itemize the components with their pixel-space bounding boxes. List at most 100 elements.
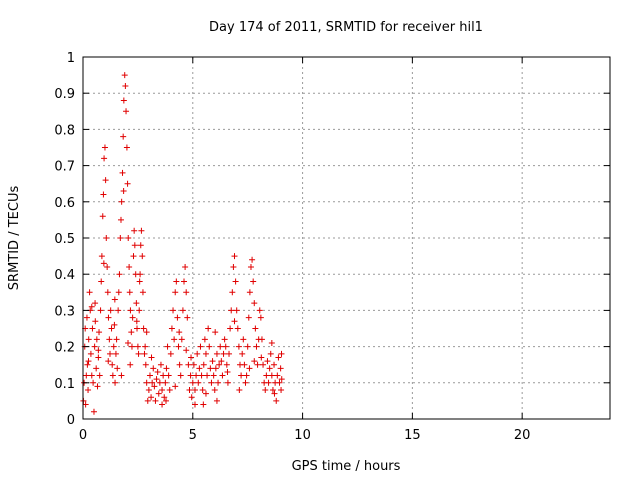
data-point [142, 343, 149, 350]
data-point [120, 97, 127, 104]
data-point [189, 379, 196, 386]
data-point [228, 307, 235, 314]
data-point [161, 394, 168, 401]
data-point [107, 307, 114, 314]
data-point [113, 336, 120, 343]
data-point [220, 350, 227, 357]
data-point [201, 336, 208, 343]
data-point [120, 133, 127, 140]
data-point [258, 354, 265, 361]
data-point [129, 314, 136, 321]
data-point [257, 314, 264, 321]
data-point [100, 260, 107, 267]
y-tick-label: 0.3 [54, 304, 75, 319]
data-point [112, 350, 119, 357]
data-point [246, 365, 253, 372]
y-tick-label: 0.6 [54, 196, 75, 211]
data-point [278, 350, 285, 357]
data-point [216, 361, 223, 368]
data-point [162, 379, 169, 386]
data-point [213, 397, 220, 404]
x-tick-label: 5 [189, 428, 197, 443]
data-point [179, 307, 186, 314]
y-tick-label: 1 [67, 51, 75, 66]
data-point [204, 372, 211, 379]
data-point [195, 379, 202, 386]
data-point [260, 361, 267, 368]
data-point [268, 372, 275, 379]
data-point [194, 350, 201, 357]
data-point [183, 289, 190, 296]
data-point [139, 253, 146, 260]
data-point [128, 343, 135, 350]
data-point [242, 379, 249, 386]
data-point [93, 365, 100, 372]
data-point [137, 271, 144, 278]
data-point [124, 180, 131, 187]
data-point [100, 191, 107, 198]
data-point [171, 336, 178, 343]
data-point [148, 394, 155, 401]
data-point [128, 329, 135, 336]
data-point [98, 253, 105, 260]
data-point [273, 397, 280, 404]
chart-title: Day 174 of 2011, SRMTID for receiver hil… [209, 20, 483, 35]
data-point [271, 361, 278, 368]
data-point [199, 387, 206, 394]
data-point [95, 347, 102, 354]
data-point [200, 361, 207, 368]
data-point [143, 329, 150, 336]
data-point [126, 263, 133, 270]
data-point [164, 343, 171, 350]
data-point [154, 368, 161, 375]
data-point [256, 307, 263, 314]
data-point [137, 242, 144, 249]
data-point [252, 325, 259, 332]
data-point [142, 361, 149, 368]
data-point [121, 72, 128, 79]
data-point [166, 387, 173, 394]
data-point [240, 336, 247, 343]
data-point [243, 372, 250, 379]
data-point [112, 379, 119, 386]
data-point [268, 339, 275, 346]
data-point [271, 390, 278, 397]
data-point [187, 372, 194, 379]
data-point [186, 387, 193, 394]
data-point [90, 408, 97, 415]
data-point [106, 336, 113, 343]
data-point [130, 253, 137, 260]
data-point [108, 325, 115, 332]
y-tick-label: 0.5 [54, 232, 75, 247]
data-point [95, 354, 102, 361]
data-point [176, 361, 183, 368]
data-point [138, 227, 145, 234]
data-point [92, 318, 99, 325]
data-point [160, 372, 167, 379]
data-point [198, 372, 205, 379]
data-point [150, 365, 157, 372]
data-point [157, 361, 164, 368]
data-point [191, 387, 198, 394]
data-point [107, 350, 114, 357]
data-point [172, 289, 179, 296]
data-point [236, 387, 243, 394]
data-point [159, 387, 166, 394]
data-point [229, 289, 236, 296]
data-point [184, 314, 191, 321]
data-point [110, 343, 117, 350]
data-point [278, 387, 285, 394]
y-tick-label: 0.9 [54, 87, 75, 102]
data-point [139, 289, 146, 296]
data-point [98, 278, 105, 285]
data-point [165, 372, 172, 379]
data-point [97, 307, 104, 314]
axis-ticks: 00.10.20.30.40.50.60.70.80.910 5 10 15 20 [54, 51, 610, 443]
data-point [104, 289, 111, 296]
data-point [215, 379, 222, 386]
data-point [133, 318, 140, 325]
data-point [145, 387, 152, 394]
x-tick-label: 10 [294, 428, 311, 443]
data-point [133, 300, 140, 307]
